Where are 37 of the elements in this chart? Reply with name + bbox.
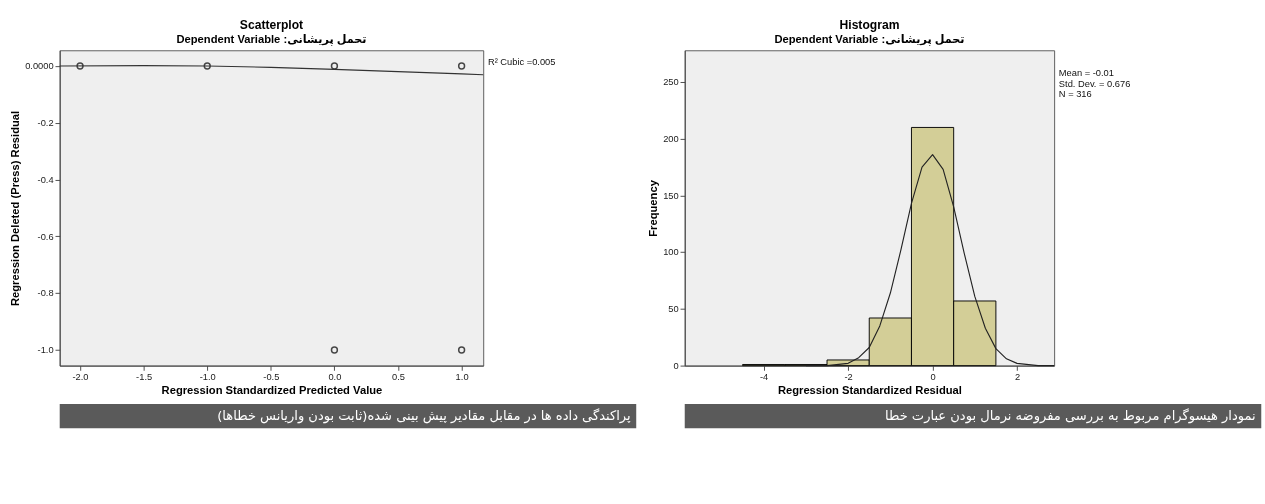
x-tick-label: 0 <box>930 372 936 383</box>
x-tick-label: -1.0 <box>199 372 216 383</box>
chart-subtitle: Dependent Variable :تحمل پریشانی <box>176 32 367 46</box>
chart-title: Histogram <box>839 17 900 32</box>
x-tick-label: -1.5 <box>136 372 153 383</box>
x-tick-label: -4 <box>760 372 769 383</box>
x-axis-title: Regression Standardized Residual <box>777 384 962 397</box>
y-tick-label: -0.4 <box>37 174 54 185</box>
y-tick-label: 150 <box>663 190 679 201</box>
x-tick-label: 0.5 <box>392 372 405 383</box>
y-tick-label: 100 <box>663 247 679 258</box>
text: N = 316 <box>1058 88 1092 99</box>
x-tick-label: -0.5 <box>263 372 280 383</box>
x-tick-label: 2 <box>1014 372 1021 383</box>
y-tick-label: -0.6 <box>37 231 54 242</box>
x-axis-title: Regression Standardized Predicted Value <box>161 384 383 397</box>
x-tick-label: 1.0 <box>455 372 469 383</box>
y-tick-label: 200 <box>663 134 679 145</box>
y-axis-title: Regression Deleted (Press) Residual <box>8 110 21 307</box>
y-tick-label: -0.2 <box>37 118 54 129</box>
y-tick-label: 50 <box>668 304 679 315</box>
chart-subtitle: Dependent Variable :تحمل پریشانی <box>774 32 965 46</box>
y-tick-label: 0 <box>673 360 679 371</box>
x-tick-label: -2 <box>844 372 853 383</box>
x-tick-label: -2.0 <box>72 372 89 383</box>
y-tick-label: 0.0000 <box>25 61 54 72</box>
text: Std. Dev. = 0.676 <box>1058 78 1131 89</box>
x-tick-label: 0.0 <box>328 372 342 383</box>
text: R² Cubic =0.005 <box>487 57 556 68</box>
text: نمودار هیسوگرام مربوط به بررسی مفروضه نرمال بودن عبارت خطا <box>884 407 1256 424</box>
y-tick-label: 250 <box>663 77 679 88</box>
y-axis-title: Frequency <box>646 179 659 237</box>
y-tick-label: -1.0 <box>37 345 54 356</box>
text: Mean = -0.01 <box>1058 68 1114 79</box>
chart-title: Scatterplot <box>239 17 304 32</box>
text: پراکندگی داده ها در مقابل مقادیر پیش بینی شده(ثابت بودن واریانس خطاها) <box>217 407 631 424</box>
y-tick-label: -0.8 <box>37 288 54 299</box>
